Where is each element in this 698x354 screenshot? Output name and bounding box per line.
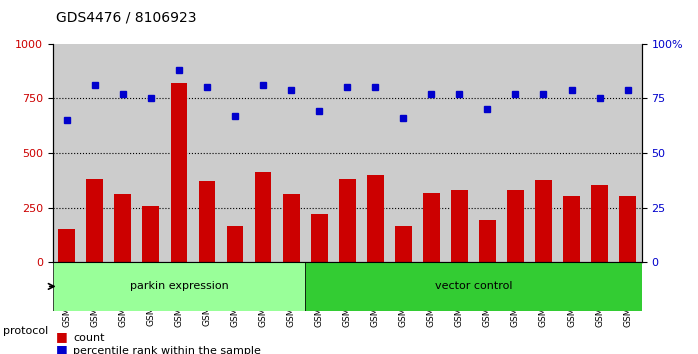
Bar bbox=[142, 206, 159, 262]
Bar bbox=[507, 190, 524, 262]
Bar bbox=[170, 83, 187, 262]
Bar bbox=[198, 181, 216, 262]
Bar bbox=[451, 190, 468, 262]
Bar bbox=[339, 179, 355, 262]
Bar bbox=[619, 195, 636, 262]
Text: parkin expression: parkin expression bbox=[130, 281, 228, 291]
Bar bbox=[367, 175, 384, 262]
Bar bbox=[227, 226, 244, 262]
Bar bbox=[311, 214, 327, 262]
Bar bbox=[114, 194, 131, 262]
Bar bbox=[479, 219, 496, 262]
Bar bbox=[395, 226, 412, 262]
Text: ■: ■ bbox=[56, 330, 68, 343]
Text: count: count bbox=[73, 333, 105, 343]
Text: ■: ■ bbox=[56, 343, 68, 354]
Bar bbox=[87, 179, 103, 262]
Text: percentile rank within the sample: percentile rank within the sample bbox=[73, 346, 261, 354]
Text: protocol: protocol bbox=[3, 326, 49, 336]
Bar bbox=[255, 172, 272, 262]
Bar bbox=[563, 195, 580, 262]
Bar bbox=[423, 193, 440, 262]
Text: GDS4476 / 8106923: GDS4476 / 8106923 bbox=[56, 11, 196, 25]
Text: vector control: vector control bbox=[435, 281, 512, 291]
Bar bbox=[283, 194, 299, 262]
FancyBboxPatch shape bbox=[53, 262, 305, 311]
Bar bbox=[59, 229, 75, 262]
Bar bbox=[591, 185, 608, 262]
Bar bbox=[535, 180, 552, 262]
FancyBboxPatch shape bbox=[305, 262, 641, 311]
